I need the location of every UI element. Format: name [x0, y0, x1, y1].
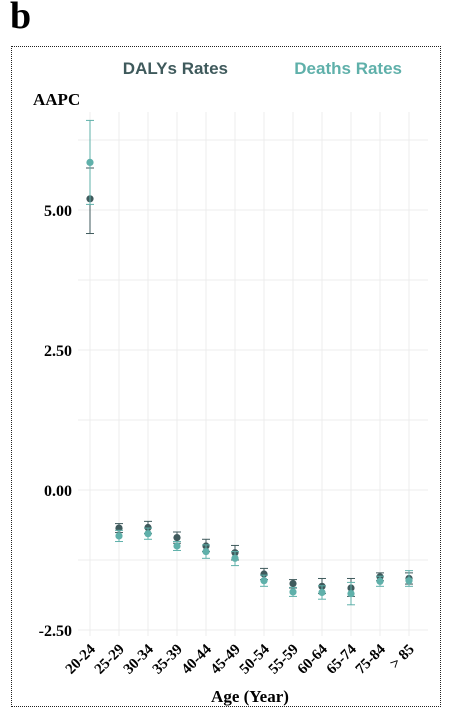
data-point	[289, 579, 297, 588]
x-tick-label: > 85	[387, 642, 418, 673]
data-point	[260, 570, 268, 578]
x-tick-label: 25-29	[92, 642, 128, 678]
x-axis-title: Age (Year)	[211, 687, 289, 706]
x-tick-label: 60-64	[295, 641, 331, 677]
y-axis-title: AAPC	[33, 90, 80, 109]
panel-label: b	[10, 0, 32, 37]
series-layer	[86, 119, 413, 606]
x-tick-label: 50-54	[237, 641, 273, 677]
x-tick-label: 65-74	[324, 641, 360, 677]
data-point	[376, 577, 384, 585]
y-tick-label: 2.50	[44, 343, 72, 360]
data-point	[289, 588, 297, 596]
y-tick-label: 0.00	[44, 483, 72, 500]
data-point	[115, 532, 123, 540]
data-point	[260, 577, 268, 585]
x-tick-label: 35-39	[150, 642, 186, 678]
legend-entry-deaths: Deaths Rates	[294, 59, 402, 78]
data-point	[173, 534, 181, 542]
data-point	[202, 548, 210, 556]
data-point	[318, 588, 326, 597]
x-tick-label: 75-84	[353, 641, 389, 677]
chart-frame	[11, 46, 441, 707]
y-ticks: -2.50 0.00 2.50 5.00	[39, 203, 72, 640]
x-ticks: 20-2425-2930-3435-3940-4445-4950-5455-59…	[63, 641, 418, 677]
data-point	[86, 158, 94, 166]
legend-entry-dalys: DALYs Rates	[123, 59, 228, 78]
series-dalys	[86, 167, 413, 597]
series-deaths	[86, 119, 413, 606]
data-point	[144, 530, 152, 538]
y-tick-label: -2.50	[39, 623, 72, 640]
data-point	[231, 554, 239, 562]
data-point	[144, 523, 152, 532]
data-point	[173, 542, 181, 550]
x-tick-label: 40-44	[179, 641, 215, 677]
x-tick-label: 55-59	[266, 642, 302, 678]
y-tick-label: 5.00	[44, 203, 72, 220]
x-tick-label: 45-49	[208, 642, 244, 678]
x-tick-label: 20-24	[63, 641, 99, 677]
data-point	[347, 590, 355, 598]
grid	[78, 112, 428, 636]
x-tick-label: 30-34	[121, 641, 157, 677]
data-point	[405, 577, 413, 585]
